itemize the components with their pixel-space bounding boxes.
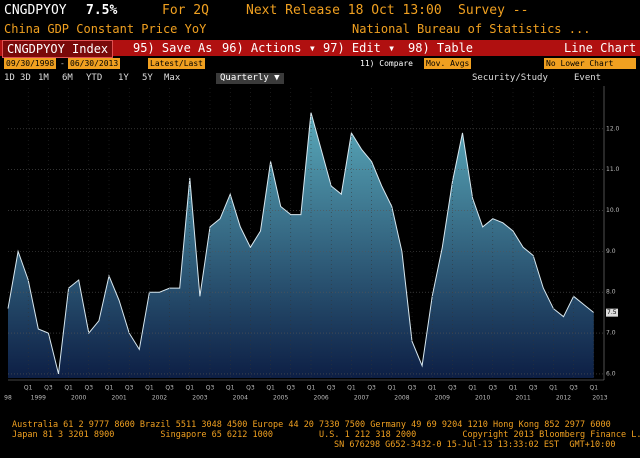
x-quarter-label: Q1 [266,385,275,392]
x-year-label: 2010 [475,395,490,402]
x-quarter-label: Q3 [529,385,538,392]
x-quarter-label: Q1 [590,385,599,392]
y-tick-label: 9.0 [606,248,616,255]
source: National Bureau of Statistics ... [352,22,591,36]
description: China GDP Constant Price YoY [4,22,207,36]
x-year-label: 98 [4,395,12,402]
x-year-label: 2013 [592,395,607,402]
last-value-label: 7.5 [607,309,617,316]
x-quarter-label: Q3 [569,385,578,392]
x-quarter-label: Q3 [165,385,174,392]
x-year-label: 2002 [152,395,167,402]
toolbar-button[interactable]: 97) Edit ▾ [323,41,396,55]
compare[interactable]: 11) Compare [360,59,413,68]
view-label: Line Chart [564,41,637,55]
x-quarter-label: Q1 [428,385,437,392]
toolbar: CNGDPYOY Index 95) Save As 96) Actions ▾… [0,40,640,58]
start-date[interactable]: 09/30/1998 [4,58,57,69]
x-quarter-label: Q3 [287,385,296,392]
x-quarter-label: Q3 [489,385,498,392]
x-quarter-label: Q1 [145,385,154,392]
x-quarter-label: Q3 [206,385,215,392]
x-quarter-label: Q1 [105,385,114,392]
price-type[interactable]: Latest/Last [148,58,205,69]
x-year-label: 2004 [233,395,248,402]
mov-avgs[interactable]: Mov. Avgs [424,58,472,69]
period: For 2Q [162,3,209,18]
range-button[interactable]: Max [164,73,181,83]
x-year-label: 2009 [435,395,450,402]
x-quarter-label: Q3 [246,385,255,392]
range-button[interactable]: 5Y [142,73,153,83]
x-quarter-label: Q1 [24,385,33,392]
x-quarter-label: Q1 [509,385,518,392]
x-quarter-label: Q3 [367,385,376,392]
security-study[interactable]: Security/Study [472,73,548,83]
x-year-label: 2012 [556,395,571,402]
x-year-label: 2005 [273,395,288,402]
chart: 6.0 7.0 8.0 9.0 10.0 11.0 12.0 7.5 98 Q1 Q3 1999 Q1 Q… [4,86,620,402]
x-year-label: 2007 [354,395,369,402]
x-year-label: 2006 [313,395,328,402]
x-quarter-label: Q1 [64,385,73,392]
range-button[interactable]: YTD [86,73,103,83]
x-quarter-label: Q3 [408,385,417,392]
x-quarter-label: Q1 [307,385,316,392]
y-tick-label: 11.0 [606,166,620,173]
area [8,112,594,378]
x-year-label: 1999 [31,395,46,402]
x-quarter-label: Q3 [327,385,336,392]
end-date[interactable]: 06/30/2013 [68,58,121,69]
line [7,112,595,375]
footer-line: SN 676298 G652-3432-0 15-Jul-13 13:33:02… [334,440,616,450]
x-year-label: 2000 [71,395,86,402]
x-quarter-label: Q3 [44,385,53,392]
x-year-label: 2001 [111,395,126,402]
security-box[interactable]: CNGDPYOY Index [2,40,114,58]
next-release: Next Release 18 Oct 13:00 [246,3,442,18]
range-button[interactable]: 6M [62,73,73,83]
toolbar-button[interactable]: 98) Table [408,41,474,55]
toolbar-button[interactable]: 95) Save As [133,41,213,55]
range-button[interactable]: 1M [38,73,49,83]
last-value-tag [606,308,618,317]
y-tick-label: 10.0 [606,207,620,214]
lower-chart[interactable]: No Lower Chart [544,58,636,69]
x-year-label: 2008 [394,395,409,402]
y-tick-label: 12.0 [606,125,620,132]
footer-line: Australia 61 2 9777 8600 Brazil 5511 304… [12,420,611,430]
x-quarter-label: Q1 [186,385,195,392]
footer-line: Japan 81 3 3201 8900 Singapore 65 6212 1… [12,430,640,440]
x-quarter-label: Q1 [347,385,356,392]
x-quarter-label: Q3 [448,385,457,392]
y-tick-label: 6.0 [606,370,616,377]
y-tick-label: 7.0 [606,330,616,337]
x-quarter-label: Q3 [125,385,134,392]
toolbar-button[interactable]: 96) Actions ▾ [222,41,316,55]
ticker: CNGDPYOY [4,3,67,18]
range-button[interactable]: 1Y [118,73,129,83]
last-value: 7.5% [86,3,118,18]
x-year-label: 2011 [515,395,530,402]
x-quarter-label: Q1 [549,385,558,392]
date-separator: - [60,59,65,68]
x-quarter-label: Q1 [226,385,235,392]
x-year-label: 2003 [192,395,207,402]
range-button[interactable]: 1D [4,73,15,83]
event[interactable]: Event [574,73,602,83]
y-tick-label: 8.0 [606,289,616,296]
frequency[interactable]: Quarterly ▼ [216,73,284,84]
x-quarter-label: Q1 [468,385,477,392]
x-quarter-label: Q3 [85,385,94,392]
range-button[interactable]: 3D [20,73,31,83]
x-quarter-label: Q1 [388,385,397,392]
survey: Survey -- [458,3,529,18]
